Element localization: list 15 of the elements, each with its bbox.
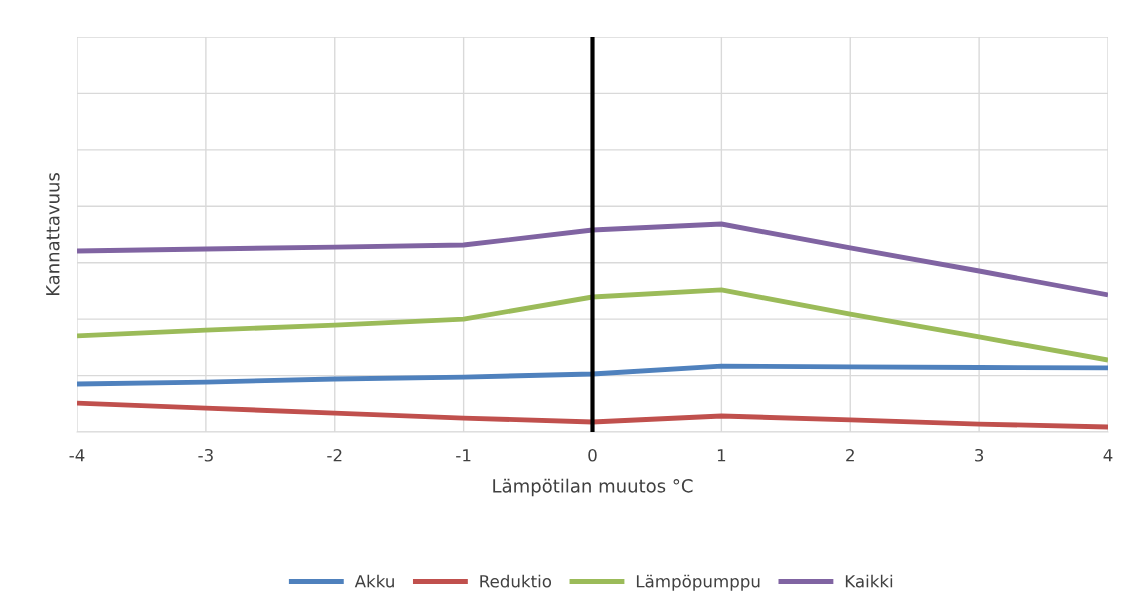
x-axis-title: Lämpötilan muutos °C	[493, 478, 693, 497]
x-tick-label: -2	[327, 448, 342, 462]
x-tick-label: 3	[975, 448, 984, 462]
x-tick-label: 1	[717, 449, 726, 462]
x-tick-label: -4	[69, 449, 85, 462]
x-tick-label: -3	[198, 448, 213, 462]
legend-label: Reduktio	[480, 574, 552, 588]
x-tick-label: 2	[846, 448, 854, 462]
y-axis-title: Kannattavuus	[46, 173, 60, 296]
x-tick-label: 0	[588, 448, 597, 462]
legend-label: Lämpöpumppu	[636, 574, 760, 591]
legend-label: Kaikki	[845, 574, 893, 588]
legend-label: Akku	[354, 574, 394, 588]
x-tick-label: -1	[456, 449, 471, 462]
x-tick-label: 4	[1103, 449, 1113, 462]
